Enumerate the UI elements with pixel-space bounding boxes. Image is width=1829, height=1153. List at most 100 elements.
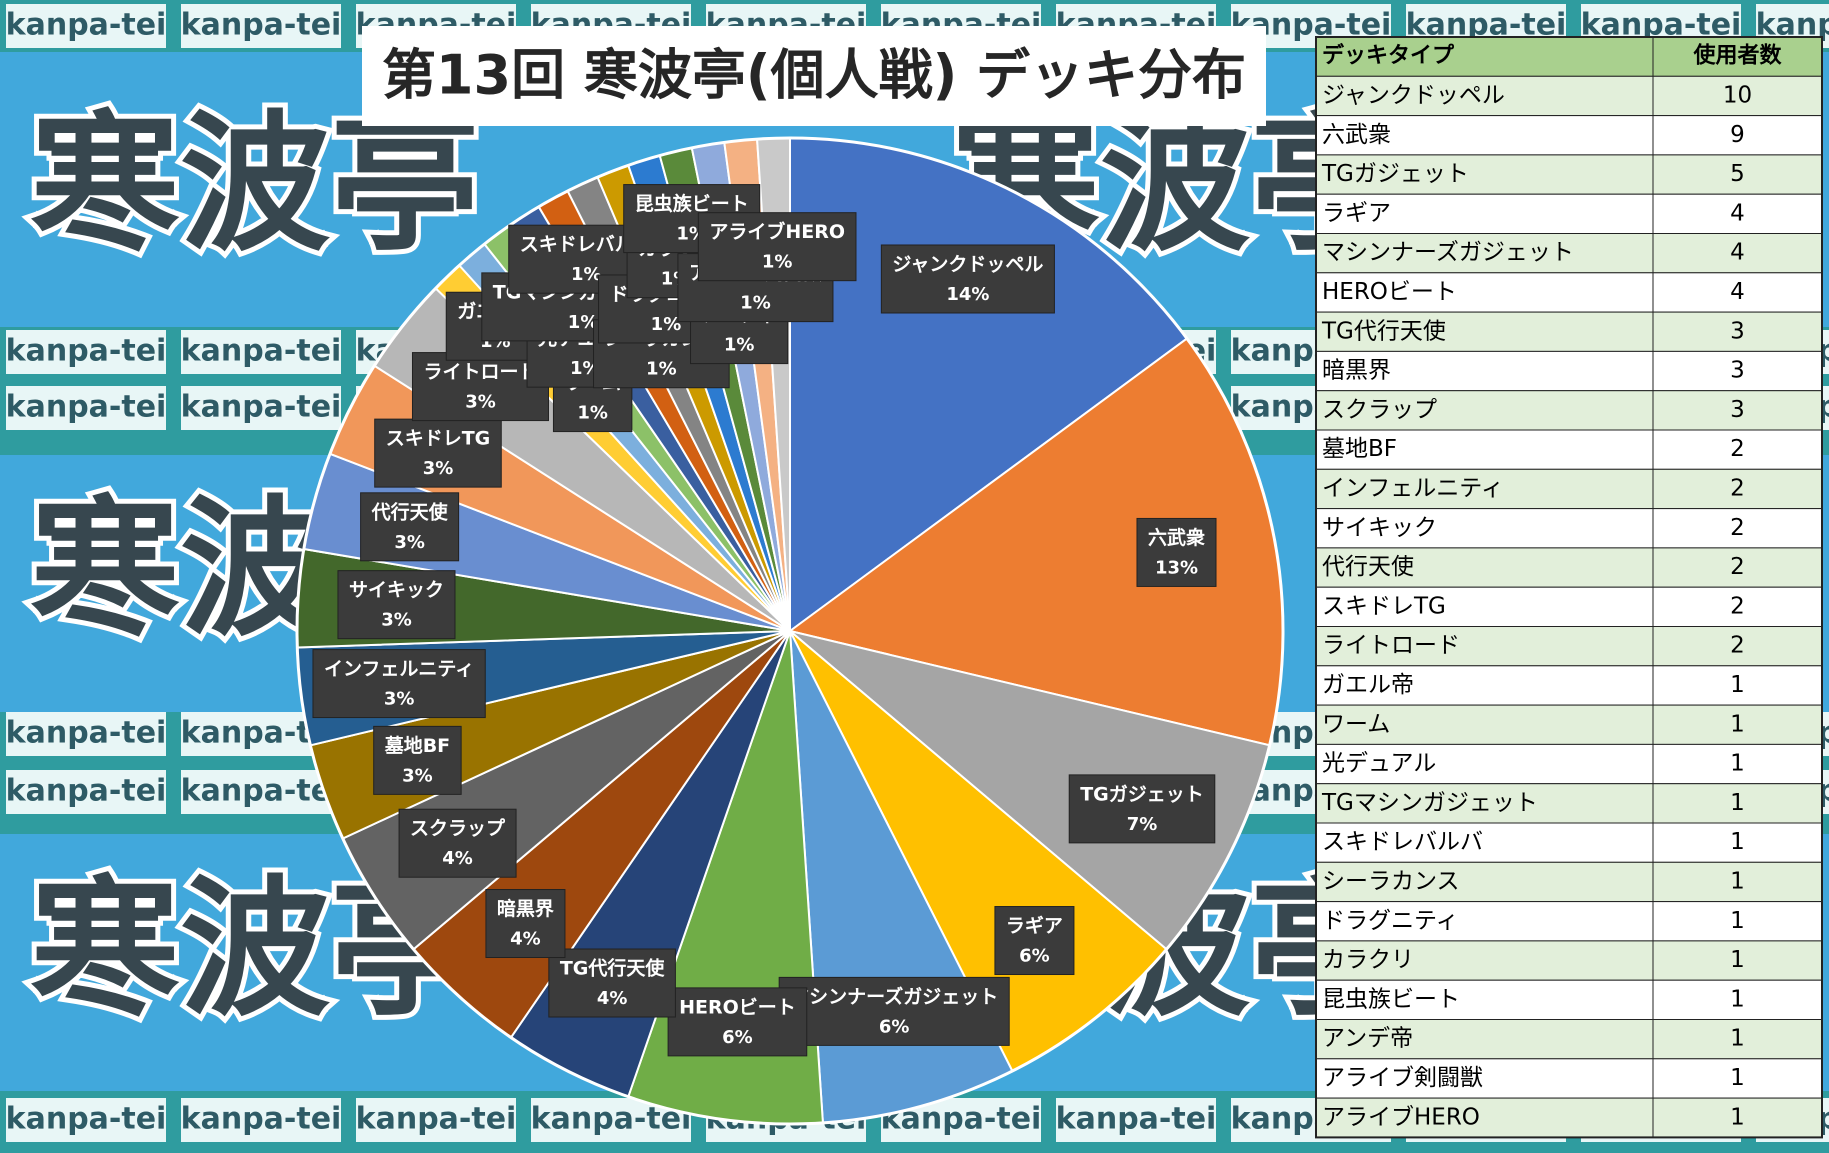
data-label: 代行天使 3%	[360, 492, 460, 562]
table-cell: 3	[1730, 318, 1745, 344]
table-cell: アライブHERO	[1322, 1104, 1480, 1130]
table-cell: 六武衆	[1322, 122, 1391, 148]
watermark-logo: 寒波亭	[30, 98, 480, 272]
data-label-value: 1%	[651, 314, 682, 335]
data-label-value: 1%	[568, 312, 599, 333]
pie-border	[295, 136, 1285, 1126]
table-cell: 1	[1730, 711, 1745, 737]
table-row-bg	[1315, 115, 1823, 156]
data-label: サイキック 3%	[337, 570, 456, 640]
data-label-box	[994, 906, 1075, 976]
data-label-box	[360, 492, 460, 562]
data-label-value: 1%	[740, 293, 771, 314]
table-cell: 2	[1730, 633, 1745, 659]
data-label-name: スキドレTG	[386, 428, 491, 450]
data-label-name: ライトロード	[423, 361, 537, 383]
watermark-plate	[181, 386, 341, 430]
table-row-bg	[1315, 429, 1823, 470]
table-cell: 4	[1730, 279, 1745, 305]
data-label-value: 4%	[510, 929, 541, 950]
table-cell: 光デュアル	[1322, 751, 1436, 777]
table-row-bg	[1315, 861, 1823, 903]
table-row-bg	[1315, 547, 1823, 588]
data-label-name: ジャンクドッペル	[892, 253, 1043, 275]
table-cell: 1	[1730, 751, 1745, 777]
data-label-value: 6%	[722, 1027, 753, 1048]
data-label-box	[374, 418, 502, 488]
table-cell: ジャンクドッペル	[1322, 82, 1505, 108]
data-label-box	[778, 976, 1010, 1046]
table-row-bg	[1315, 1019, 1823, 1060]
table-row-bg	[1315, 586, 1823, 628]
data-label-name: 暗黒界	[497, 897, 554, 920]
table-header-cell: 使用者数	[1692, 43, 1782, 69]
table-row-bg	[1315, 350, 1823, 392]
data-label-value: 1%	[646, 359, 677, 380]
table-cell: 2	[1730, 436, 1745, 462]
table-cell: 2	[1730, 475, 1745, 501]
data-label-value: 3%	[423, 458, 454, 479]
table-cell: 暗黒界	[1322, 358, 1391, 384]
data-label-box	[337, 570, 456, 640]
data-label: HEROビート 6%	[667, 987, 808, 1057]
table-row-bg	[1315, 901, 1823, 942]
table-cell: 1	[1730, 868, 1745, 894]
data-label-value: 4%	[597, 988, 628, 1009]
table-row-bg	[1315, 272, 1823, 313]
data-label-value: 14%	[946, 284, 989, 305]
data-label-box	[548, 948, 676, 1018]
data-label: ラギア 6%	[994, 906, 1075, 976]
watermark-plate	[181, 330, 341, 374]
watermark-plate	[6, 4, 166, 48]
data-label-value: 3%	[402, 765, 433, 786]
table-cell: 代行天使	[1322, 554, 1414, 580]
table-cell: 1	[1730, 908, 1745, 934]
data-label-name: 六武衆	[1148, 526, 1205, 549]
table-cell: 4	[1730, 200, 1745, 226]
watermark-text: kanpa-tei	[181, 1102, 342, 1137]
data-label-value: 13%	[1155, 557, 1198, 578]
table-cell: インフェルニティ	[1322, 475, 1504, 501]
table-cell: ワーム	[1322, 711, 1390, 737]
table-cell: 1	[1730, 672, 1745, 698]
data-label-box	[880, 244, 1055, 314]
watermark-text: kanpa-tei	[181, 8, 342, 43]
watermark-text: kanpa-tei	[356, 1102, 517, 1137]
watermark-text: kanpa-tei	[6, 8, 167, 43]
table-row-bg	[1315, 311, 1823, 352]
table-cell: マシンナーズガジェット	[1322, 240, 1574, 266]
table-row-bg	[1315, 704, 1823, 745]
watermark-text: kanpa-tei	[6, 390, 167, 425]
data-label-value: 6%	[879, 1016, 910, 1037]
table-cell: 1	[1730, 790, 1745, 816]
watermark-text: kanpa-tei	[1056, 1102, 1217, 1137]
table-cell: ガエル帝	[1322, 672, 1414, 698]
table-cell: 墓地BF	[1322, 436, 1397, 462]
table-cell: 1	[1730, 829, 1745, 855]
table-cell: カラクリ	[1322, 947, 1414, 973]
data-label-value: 3%	[384, 689, 415, 710]
data-label-box	[373, 725, 462, 795]
data-label-value: 1%	[762, 252, 793, 273]
table-cell: 2	[1730, 515, 1745, 541]
table-cell: 1	[1730, 986, 1745, 1012]
data-label-value: 4%	[442, 848, 473, 869]
data-label: インフェルニティ 3%	[312, 649, 486, 719]
table-row-bg	[1315, 508, 1823, 549]
table-cell: アンデ帝	[1322, 1026, 1413, 1052]
table-cell: 1	[1730, 947, 1745, 973]
data-label-value: 3%	[381, 610, 412, 631]
watermark-plate	[181, 770, 341, 814]
table-row-bg	[1315, 979, 1823, 1021]
table-cell: 4	[1730, 240, 1745, 266]
data-label: 暗黒界 4%	[485, 889, 566, 959]
watermark-text: kanpa-tei	[6, 334, 167, 369]
data-label-name: スキドレバルバ	[520, 234, 653, 256]
data-label-name: スクラップ	[410, 817, 506, 840]
watermark-text: kanpa-tei	[181, 334, 342, 369]
table-cell: HEROビート	[1322, 279, 1457, 305]
table-row-bg	[1315, 193, 1823, 234]
table-row-bg	[1315, 626, 1823, 667]
